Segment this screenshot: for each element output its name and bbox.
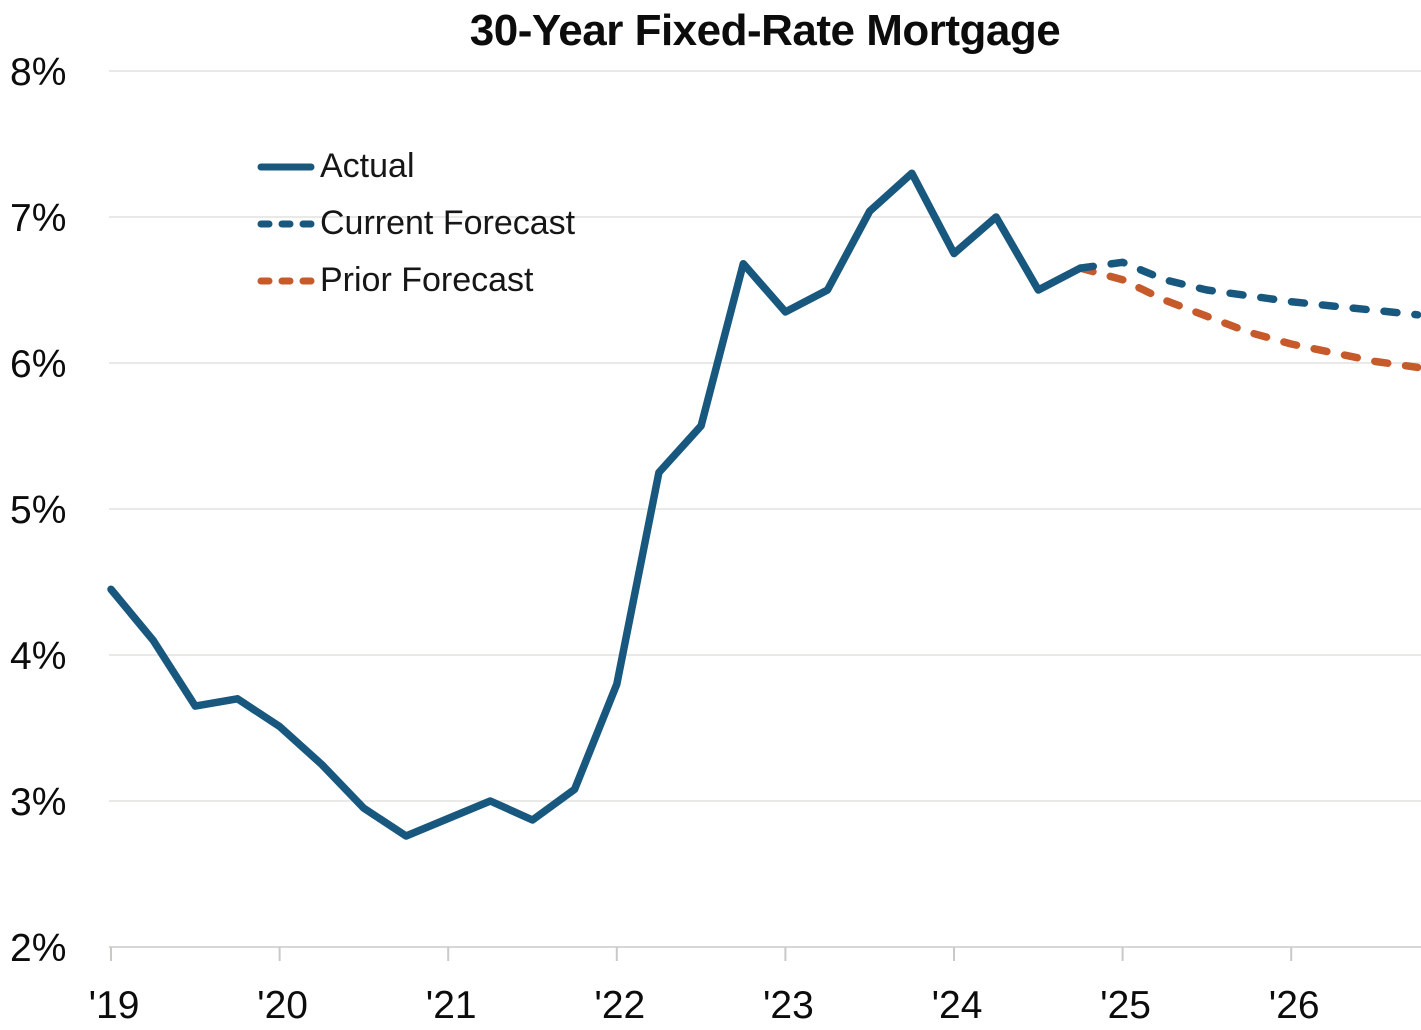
y-tick-label: 3%: [10, 781, 66, 824]
actual-line: [107, 169, 1085, 840]
prior-forecast-line: [1076, 264, 1421, 372]
x-tick-label: '25: [1100, 984, 1151, 1027]
x-tick-label: '19: [89, 984, 140, 1027]
x-tick-label: '20: [257, 984, 308, 1027]
y-tick-label: 4%: [10, 635, 66, 678]
y-tick-label: 5%: [10, 489, 66, 532]
actual-line-swatch-icon: [257, 163, 315, 170]
x-tick-label: '24: [932, 984, 983, 1027]
y-tick-label: 8%: [10, 51, 66, 94]
x-tick-label: '23: [763, 984, 814, 1027]
legend-label-actual: Actual: [320, 147, 415, 185]
y-tick-label: 2%: [10, 927, 66, 970]
x-tick-label: '26: [1269, 984, 1320, 1027]
x-tick-label: '21: [426, 984, 477, 1027]
y-tick-label: 7%: [10, 197, 66, 240]
legend-label-current-forecast: Current Forecast: [320, 204, 576, 242]
current-forecast-line-swatch-icon: [257, 220, 315, 227]
chart-title: 30-Year Fixed-Rate Mortgage: [469, 6, 1061, 55]
y-tick-label: 6%: [10, 343, 66, 386]
legend-item-current-forecast: Current Forecast: [256, 195, 575, 252]
current-forecast-line: [1076, 258, 1421, 319]
legend-label-prior-forecast: Prior Forecast: [320, 261, 534, 299]
x-tick-label: '22: [594, 984, 645, 1027]
legend-item-actual: Actual: [256, 138, 575, 195]
legend-item-prior-forecast: Prior Forecast: [256, 252, 575, 309]
legend: Actual Current Forecast Prior Forecast: [256, 138, 575, 309]
prior-forecast-line-swatch-icon: [257, 277, 315, 284]
